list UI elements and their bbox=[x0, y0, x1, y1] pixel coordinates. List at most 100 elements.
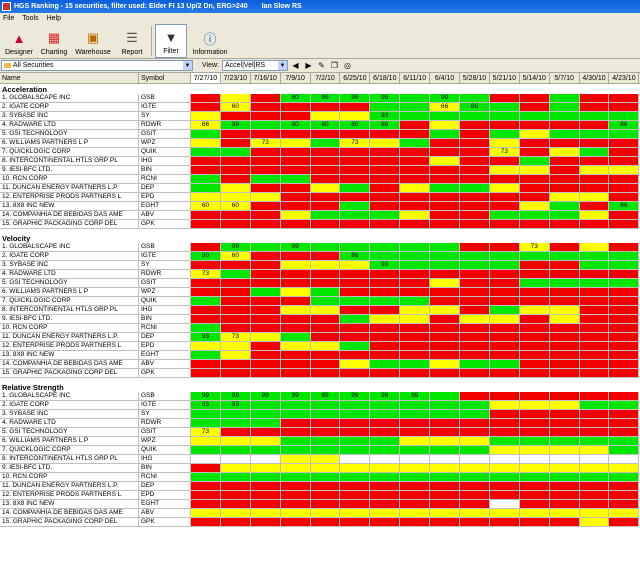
symbol-cell: SY bbox=[139, 261, 191, 270]
rank-cell bbox=[250, 297, 281, 306]
rank-cell bbox=[430, 464, 461, 473]
date-column-header[interactable]: 6/4/10 bbox=[430, 73, 461, 83]
table-row[interactable]: 11. DUNCAN ENERGY PARTNERS L.P. DEP bbox=[0, 482, 640, 491]
table-row[interactable]: 14. COMPANHIA DE BEBIDAS DAS AME ABV bbox=[0, 509, 640, 518]
rank-cell bbox=[579, 220, 610, 229]
table-row[interactable]: 2. IGATE CORP IGTE 60 66 86 bbox=[0, 103, 640, 112]
copy-icon[interactable]: ❐ bbox=[330, 61, 339, 70]
report-button[interactable]: ☰ Report bbox=[121, 30, 143, 56]
view-select[interactable]: Accel|Vel|RS ▼ bbox=[222, 60, 288, 71]
table-row[interactable]: 12. ENTERPRISE PRODS PARTNERS L EPD bbox=[0, 491, 640, 500]
charting-button[interactable]: ▦ Charting bbox=[40, 30, 68, 56]
security-name-cell: 10. RCN CORP bbox=[0, 324, 139, 333]
date-column-header[interactable]: 6/25/10 bbox=[340, 73, 371, 83]
table-row[interactable]: 10. RCN CORP RCNI bbox=[0, 175, 640, 184]
menu-file[interactable]: File bbox=[3, 14, 15, 22]
table-row[interactable]: 1. GLOBALSCAPE INC GSB 99 99 73 bbox=[0, 243, 640, 252]
rank-cell bbox=[370, 288, 401, 297]
table-row[interactable]: 5. GSI TECHNOLOGY GSIT bbox=[0, 279, 640, 288]
rank-cell bbox=[280, 211, 311, 220]
symbol-cell: SY bbox=[139, 410, 191, 419]
rank-cell bbox=[430, 455, 461, 464]
date-column-header[interactable]: 5/21/10 bbox=[490, 73, 520, 83]
rank-cell bbox=[519, 112, 550, 121]
symbol-column-header[interactable]: Symbol bbox=[139, 73, 191, 83]
table-row[interactable]: 15. GRAPHIC PACKAGING CORP DEL GPK bbox=[0, 220, 640, 229]
date-column-header[interactable]: 6/18/10 bbox=[370, 73, 401, 83]
table-row[interactable]: 14. COMPANHIA DE BEBIDAS DAS AME ABV bbox=[0, 360, 640, 369]
table-row[interactable]: 12. ENTERPRISE PRODS PARTNERS L EPD bbox=[0, 193, 640, 202]
rank-cell bbox=[250, 243, 281, 252]
filter-button[interactable]: ▼ Filter bbox=[155, 24, 187, 58]
table-row[interactable]: 4. RADWARE LTD RDWR 66 99 80 80 80 86 86 bbox=[0, 121, 640, 130]
name-column-header[interactable]: Name bbox=[0, 73, 139, 83]
table-row[interactable]: 1. GLOBALSCAPE INC GSB 80 99 99 99 99 bbox=[0, 94, 640, 103]
table-row[interactable]: 5. GSI TECHNOLOGY GSIT bbox=[0, 130, 640, 139]
table-row[interactable]: 15. GRAPHIC PACKAGING CORP DEL GPK bbox=[0, 369, 640, 378]
date-column-header[interactable]: 5/14/10 bbox=[520, 73, 550, 83]
table-row[interactable]: 6. WILLIAMS PARTNERS L P WPZ 73 73 bbox=[0, 139, 640, 148]
table-row[interactable]: 1. GLOBALSCAPE INC GSB 99 99 99 99 99 99 99 99 bbox=[0, 392, 640, 401]
date-column-header[interactable]: 7/27/10 bbox=[191, 73, 221, 83]
menu-tools[interactable]: Tools bbox=[22, 14, 39, 22]
table-row[interactable]: 13. 8X8 INC NEW EGHT bbox=[0, 351, 640, 360]
designer-button[interactable]: ▲ Designer bbox=[4, 30, 33, 57]
table-row[interactable]: 11. DUNCAN ENERGY PARTNERS L.P. DEP 93 73 bbox=[0, 333, 640, 342]
table-row[interactable]: 10. RCN CORP RCNI bbox=[0, 473, 640, 482]
table-row[interactable]: 9. IESI-BFC LTD. BIN bbox=[0, 315, 640, 324]
date-column-header[interactable]: 7/16/10 bbox=[251, 73, 281, 83]
date-column-header[interactable]: 6/11/10 bbox=[400, 73, 431, 83]
security-list-select[interactable]: All Securities ▼ bbox=[1, 60, 193, 71]
table-row[interactable]: 6. WILLIAMS PARTNERS L P WPZ bbox=[0, 288, 640, 297]
table-row[interactable]: 10. RCN CORP RCNI bbox=[0, 324, 640, 333]
rank-cell bbox=[549, 437, 580, 446]
previous-icon[interactable]: ◀ bbox=[292, 61, 299, 70]
table-row[interactable]: 15. GRAPHIC PACKAGING CORP DEL GPK bbox=[0, 518, 640, 527]
table-row[interactable]: 9. IESI-BFC LTD. BIN bbox=[0, 464, 640, 473]
table-row[interactable]: 3. SYBASE INC SY 93 bbox=[0, 261, 640, 270]
table-row[interactable]: 4. RADWARE LTD RDWR 73 bbox=[0, 270, 640, 279]
menu-help[interactable]: Help bbox=[46, 14, 62, 22]
table-row[interactable]: 9. IESI-BFC LTD. BIN bbox=[0, 166, 640, 175]
edit-icon[interactable]: ✎ bbox=[318, 61, 325, 70]
rank-cell bbox=[430, 157, 461, 166]
next-icon[interactable]: ▶ bbox=[305, 61, 312, 70]
rank-cell bbox=[489, 220, 520, 229]
rank-cell bbox=[460, 211, 490, 220]
table-row[interactable]: 7. QUICKLOGIC CORP QUIK bbox=[0, 297, 640, 306]
table-row[interactable]: 2. IGATE CORP IGTE 93 93 bbox=[0, 401, 640, 410]
table-row[interactable]: 7. QUICKLOGIC CORP QUIK bbox=[0, 446, 640, 455]
table-row[interactable]: 13. 8X8 INC NEW EGHT 60 60 86 bbox=[0, 202, 640, 211]
date-column-header[interactable]: 7/2/10 bbox=[311, 73, 341, 83]
rank-cell bbox=[430, 401, 461, 410]
warehouse-button[interactable]: ▣ Warehouse bbox=[75, 30, 111, 56]
section-title: Acceleration bbox=[2, 84, 48, 94]
binoculars-icon[interactable]: ◎ bbox=[344, 61, 351, 70]
table-row[interactable]: 2. IGATE CORP IGTE 80 60 86 bbox=[0, 252, 640, 261]
date-column-header[interactable]: 7/9/10 bbox=[281, 73, 311, 83]
table-row[interactable]: 7. QUICKLOGIC CORP QUIK 73 bbox=[0, 148, 640, 157]
table-row[interactable]: 8. INTERCONTINENTAL HTLS GRP PL IHG bbox=[0, 157, 640, 166]
date-column-header[interactable]: 4/23/10 bbox=[609, 73, 640, 83]
table-row[interactable]: 8. INTERCONTINENTAL HTLS GRP PL IHG bbox=[0, 306, 640, 315]
table-row[interactable]: 3. SYBASE INC SY bbox=[0, 410, 640, 419]
date-column-header[interactable]: 5/7/10 bbox=[550, 73, 580, 83]
table-row[interactable]: 11. DUNCAN ENERGY PARTNERS L.P. DEP bbox=[0, 184, 640, 193]
table-row[interactable]: 8. INTERCONTINENTAL HTLS GRP PL IHG bbox=[0, 455, 640, 464]
rank-cell bbox=[460, 473, 490, 482]
table-row[interactable]: 3. SYBASE INC SY 93 bbox=[0, 112, 640, 121]
table-row[interactable]: 5. GSI TECHNOLOGY GSIT 73 bbox=[0, 428, 640, 437]
rank-cell bbox=[609, 315, 640, 324]
table-row[interactable]: 12. ENTERPRISE PRODS PARTNERS L EPD bbox=[0, 342, 640, 351]
table-row[interactable]: 13. 8X8 INC NEW EGHT bbox=[0, 500, 640, 509]
section-title: Relative Strength bbox=[2, 382, 64, 392]
date-column-header[interactable]: 5/28/10 bbox=[460, 73, 490, 83]
table-row[interactable]: 14. COMPANHIA DE BEBIDAS DAS AME ABV bbox=[0, 211, 640, 220]
table-row[interactable]: 4. RADWARE LTD RDWR bbox=[0, 419, 640, 428]
date-column-header[interactable]: 7/23/10 bbox=[221, 73, 251, 83]
rank-cell bbox=[340, 419, 371, 428]
table-row[interactable]: 6. WILLIAMS PARTNERS L P WPZ bbox=[0, 437, 640, 446]
rank-cell bbox=[519, 193, 550, 202]
information-button[interactable]: ⓘ Information bbox=[190, 24, 230, 58]
date-column-header[interactable]: 4/30/10 bbox=[580, 73, 610, 83]
